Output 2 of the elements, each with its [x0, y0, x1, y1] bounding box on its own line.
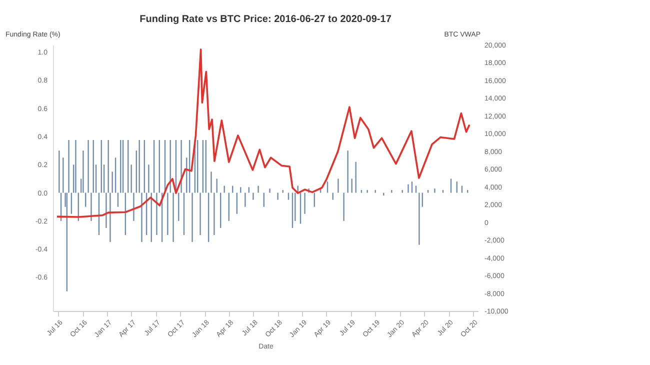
line-series: [56, 48, 470, 218]
chart-title: Funding Rate vs BTC Price: 2016-06-27 to 2020-09-17: [140, 14, 392, 25]
